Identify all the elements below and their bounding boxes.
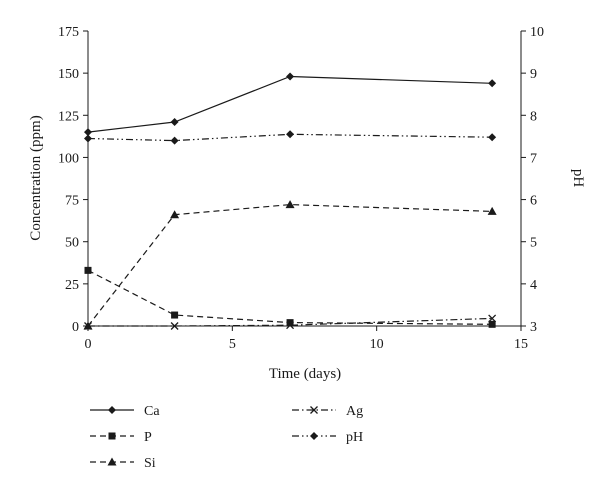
y-right-tick-label: 8 (530, 109, 537, 124)
legend-marker (310, 432, 318, 440)
data-point-ag (488, 314, 497, 323)
data-point-si (285, 200, 295, 209)
series-line-ca (87, 75, 493, 133)
legend-label: P (144, 430, 152, 445)
y-right-tick-label: 7 (530, 151, 537, 166)
y-right-tick-label: 4 (530, 278, 537, 293)
legend-label: pH (346, 430, 363, 445)
y-left-tick-label: 75 (65, 194, 79, 209)
x-axis-label: Time (days) (269, 366, 341, 382)
y-axis-label-right: pH (570, 169, 586, 188)
legend-item-p: P (90, 430, 152, 445)
data-point-ph (488, 133, 497, 142)
data-point-ca (84, 128, 92, 137)
legend-item-ca: Ca (90, 404, 160, 419)
y-left-tick-label: 150 (58, 67, 79, 82)
y-left-tick-label: 100 (58, 151, 79, 166)
data-point-si (170, 210, 180, 219)
series (83, 72, 497, 330)
data-point-ag (170, 322, 179, 330)
legend: Ca P Si Ag pH (90, 404, 363, 471)
y-right-tick-label: 10 (530, 25, 544, 40)
series-p (84, 266, 496, 328)
y-right-tick-label: 9 (530, 67, 537, 82)
legend-label: Ca (144, 404, 160, 419)
legend-marker (108, 406, 116, 414)
y-left-tick-label: 175 (58, 25, 79, 40)
x-tick-label: 5 (229, 337, 236, 352)
legend-item-ph: pH (292, 430, 363, 445)
data-point-p (488, 320, 496, 328)
legend-item-si: Si (90, 456, 156, 471)
series-line-p (87, 269, 493, 325)
y-left-tick-label: 50 (65, 236, 79, 251)
legend-label: Si (144, 456, 156, 471)
y-left-tick-label: 125 (58, 109, 79, 124)
data-point-p (171, 311, 179, 319)
series-si (83, 200, 497, 330)
y-right-tick-label: 3 (530, 320, 537, 335)
legend-label: Ag (346, 404, 363, 419)
y-right-tick-label: 6 (530, 194, 537, 209)
legend-marker (310, 406, 318, 414)
legend-item-ag: Ag (292, 404, 363, 419)
x-tick-label: 15 (514, 337, 528, 352)
data-point-si (487, 206, 497, 215)
series-ca (84, 72, 497, 137)
legend-marker (108, 432, 116, 440)
series-line-si (87, 203, 493, 327)
x-tick-label: 10 (370, 337, 384, 352)
data-point-ph (286, 130, 295, 139)
series-ag (84, 314, 497, 330)
data-point-ag (286, 321, 295, 330)
axes (83, 30, 526, 331)
data-point-ca (286, 72, 295, 81)
legend-marker (107, 457, 117, 466)
data-point-ca (170, 118, 179, 127)
y-left-tick-label: 25 (65, 278, 79, 293)
data-point-ca (488, 79, 497, 88)
data-point-p (84, 266, 92, 274)
series-ph (84, 130, 497, 145)
data-point-ag (84, 322, 92, 330)
x-tick-label: 0 (85, 337, 92, 352)
data-point-ph (84, 134, 92, 143)
data-point-ph (170, 136, 179, 145)
data-point-p (286, 319, 294, 327)
y-axis-label-left: Concentration (ppm) (28, 115, 44, 240)
y-left-tick-label: 0 (72, 320, 79, 335)
y-right-tick-label: 5 (530, 236, 537, 251)
series-line-ph (87, 133, 493, 142)
